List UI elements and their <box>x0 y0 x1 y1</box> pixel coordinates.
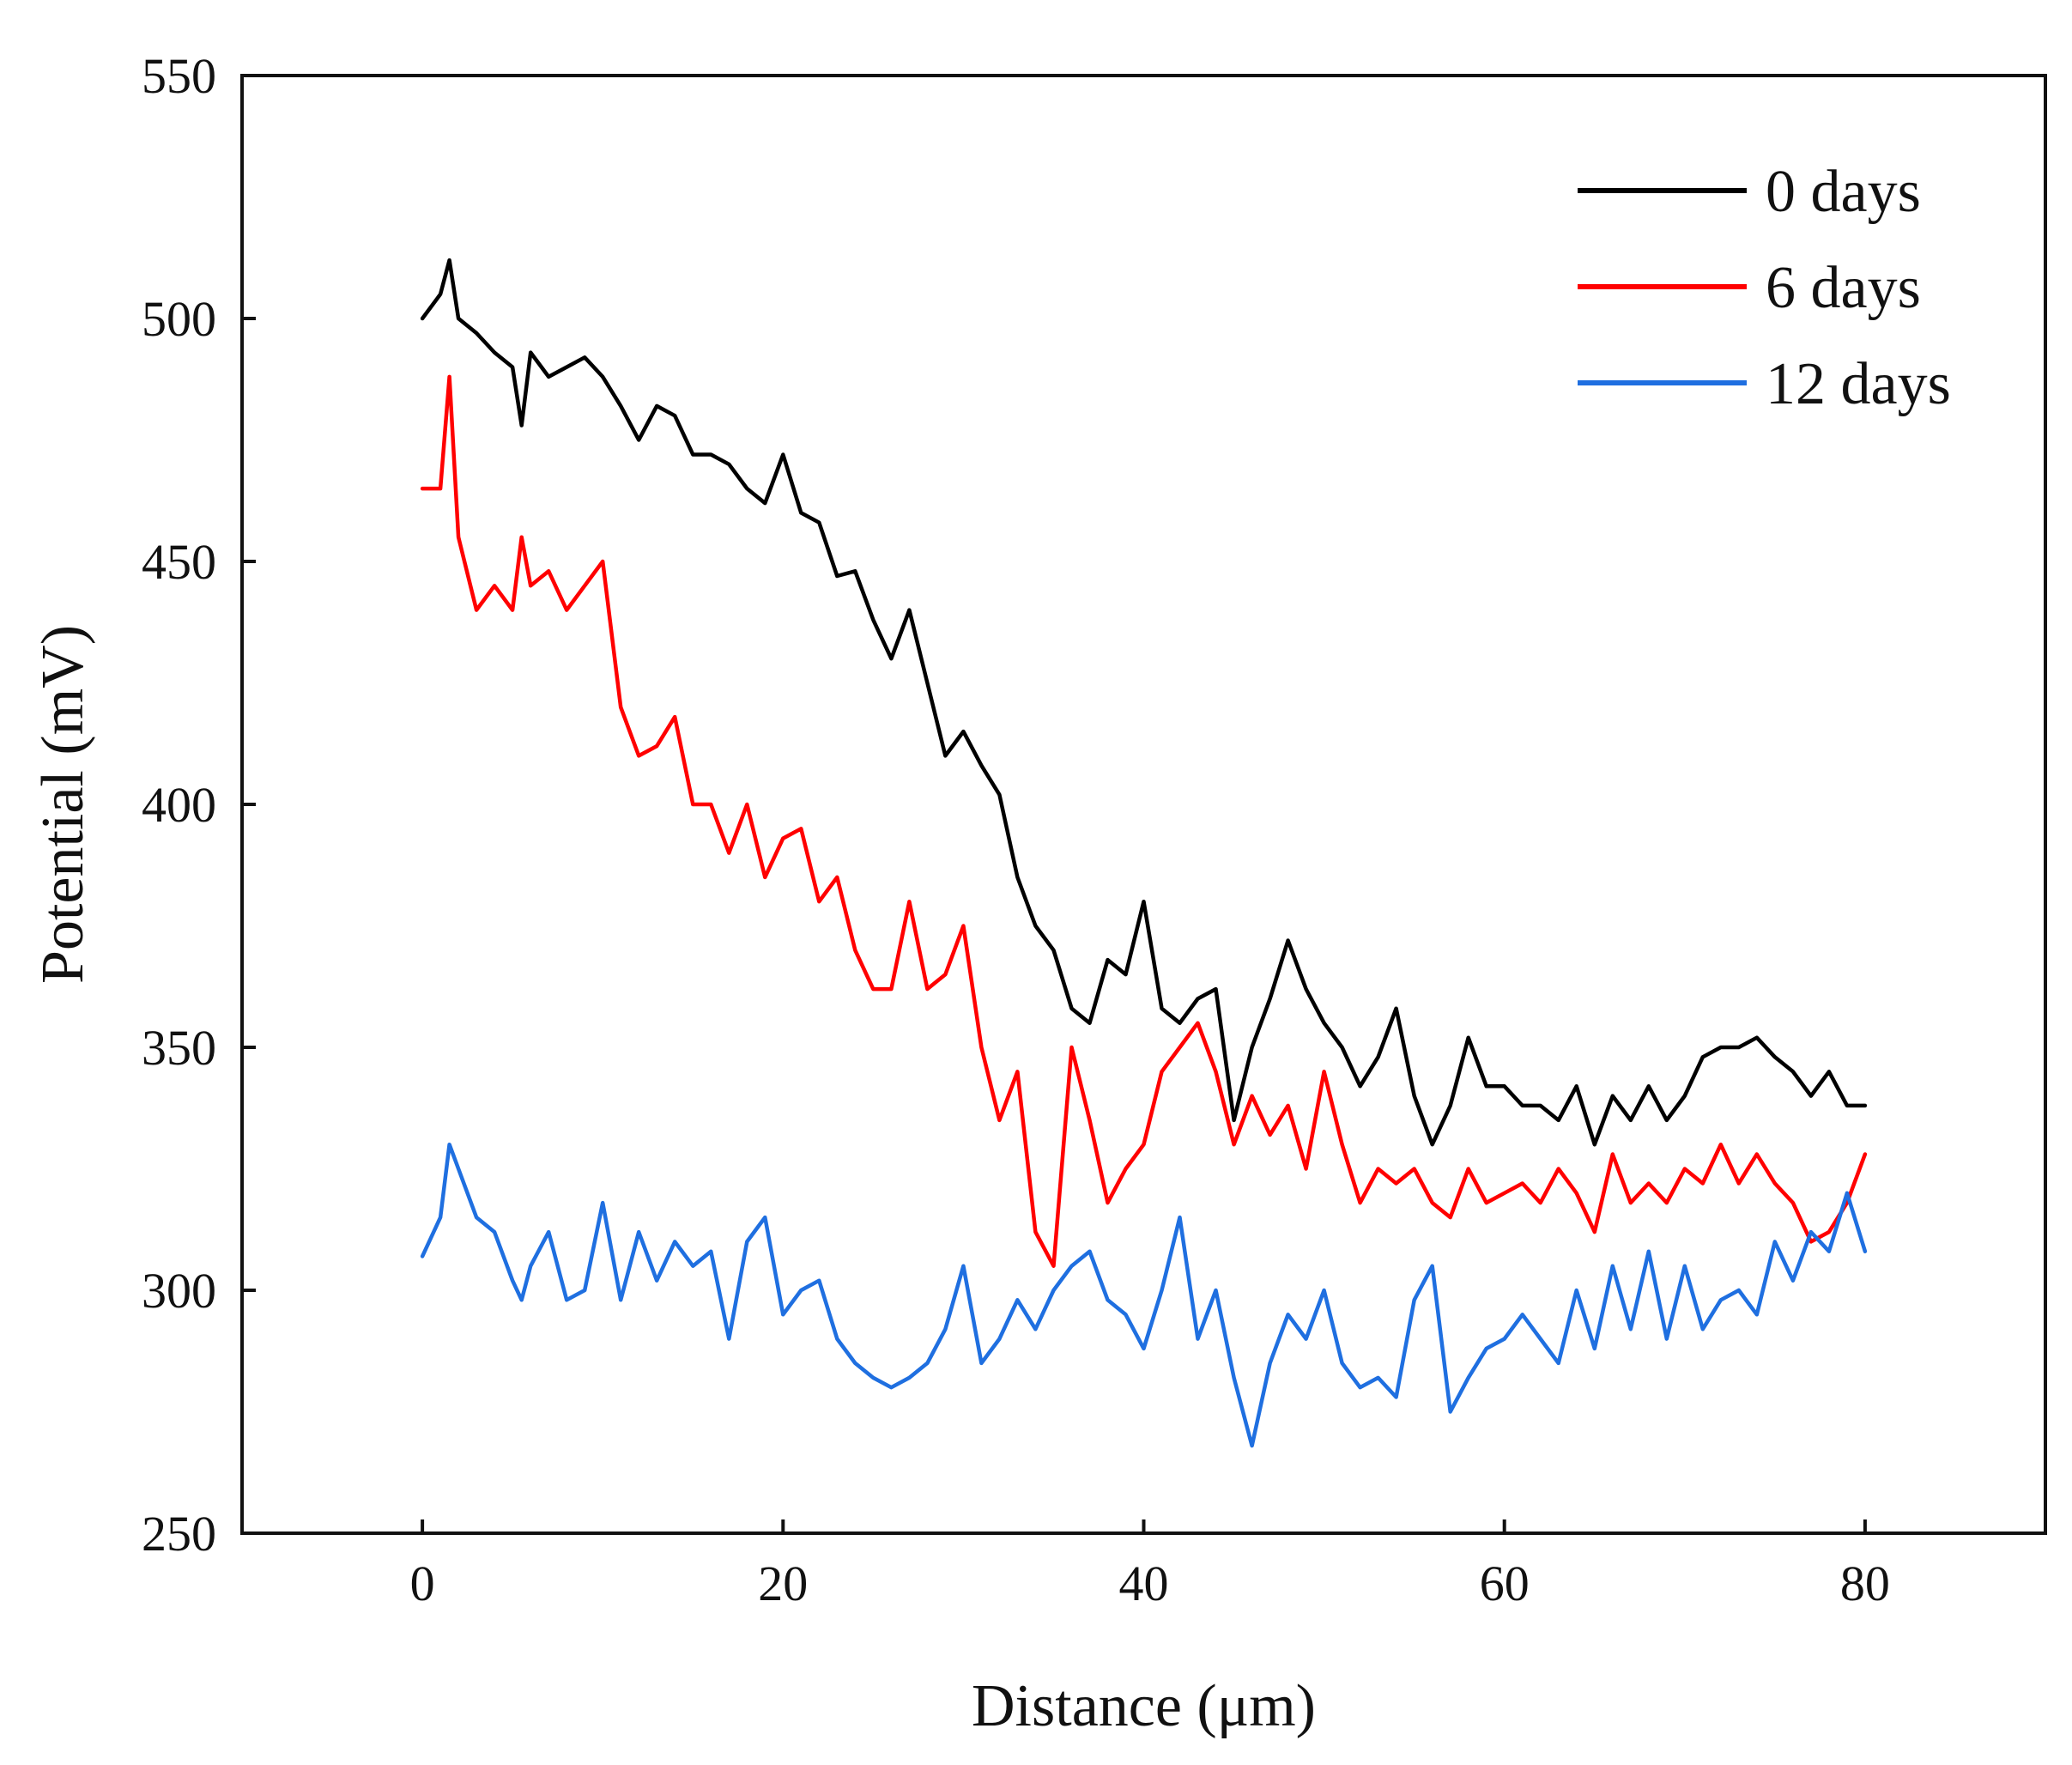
series-line-0 <box>420 258 1868 1147</box>
y-tick-label: 500 <box>142 291 216 347</box>
y-tick-label: 300 <box>142 1263 216 1319</box>
legend: 0 days 6 days 12 days <box>1578 159 1951 417</box>
series-layer <box>420 258 1868 1448</box>
legend-label: 12 days <box>1766 351 1951 417</box>
x-tick-label: 40 <box>1119 1556 1169 1611</box>
x-tick-label: 60 <box>1480 1556 1530 1611</box>
series-line-2 <box>420 1142 1868 1448</box>
x-tick-label: 0 <box>410 1556 435 1611</box>
x-tick-label: 20 <box>758 1556 808 1611</box>
y-axis-title: Potential (mV) <box>30 625 96 984</box>
y-tick-label: 450 <box>142 534 216 590</box>
axes: 0 20 40 60 80 250 300 350 400 450 500 550 <box>142 48 2047 1611</box>
legend-label: 6 days <box>1766 255 1921 321</box>
series-line-1 <box>420 374 1868 1268</box>
y-tick-label: 250 <box>142 1506 216 1562</box>
y-tick-label: 550 <box>142 48 216 104</box>
x-axis-title: Distance (μm) <box>972 1673 1316 1739</box>
x-tick-label: 80 <box>1840 1556 1890 1611</box>
y-tick-label: 400 <box>142 777 216 833</box>
legend-label: 0 days <box>1766 159 1921 225</box>
y-tick-label: 350 <box>142 1020 216 1076</box>
